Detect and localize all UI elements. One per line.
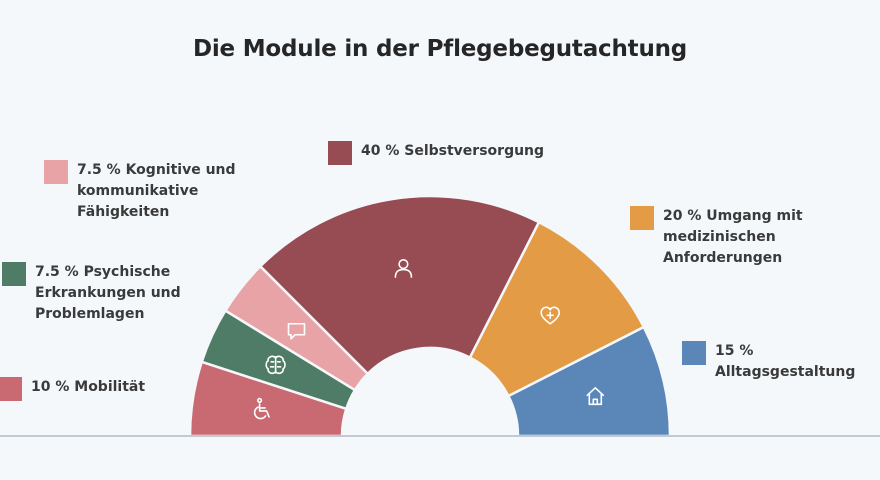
slice-selbstversorgung	[259, 194, 541, 376]
legend-label: 20 % Umgang mit medizinischen Anforderun…	[663, 208, 803, 266]
legend-label: 15 % Alltagsgestaltung	[715, 343, 856, 380]
legend-swatch	[682, 341, 706, 365]
chat-bubble-icon	[287, 322, 306, 340]
legend-item-selbstversorgung: 40 % Selbstversorgung	[328, 141, 544, 165]
chart-title: Die Module in der Pflegebegutachtung	[192, 36, 688, 62]
legend-item-mobilitaet: 10 % Mobilität	[0, 377, 145, 401]
legend-swatch	[44, 160, 68, 184]
legend-swatch	[328, 141, 352, 165]
legend-item-medizinische-anforderungen: 20 % Umgang mit medizinischen Anforderun…	[630, 206, 803, 269]
legend-item-kognitive-faehigkeiten: 7.5 % Kognitive und kommunikative Fähigk…	[44, 160, 236, 223]
legend-swatch	[0, 377, 22, 401]
person-icon	[394, 258, 413, 278]
legend-label: 7.5 % Kognitive und kommunikative Fähigk…	[77, 162, 236, 220]
wheelchair-icon	[253, 397, 270, 420]
legend-label: 7.5 % Psychische Erkrankungen und Proble…	[35, 264, 181, 322]
legend-label: 40 % Selbstversorgung	[361, 143, 545, 159]
brain-icon	[265, 355, 286, 375]
legend-swatch	[2, 262, 26, 286]
legend-item-psychische-erkrankungen: 7.5 % Psychische Erkrankungen und Proble…	[2, 262, 181, 325]
house-icon	[586, 387, 605, 406]
heart-plus-icon	[540, 306, 561, 325]
legend-item-alltagsgestaltung: 15 % Alltagsgestaltung	[682, 341, 880, 383]
legend-swatch	[630, 206, 654, 230]
legend-label: 10 % Mobilität	[31, 379, 146, 395]
